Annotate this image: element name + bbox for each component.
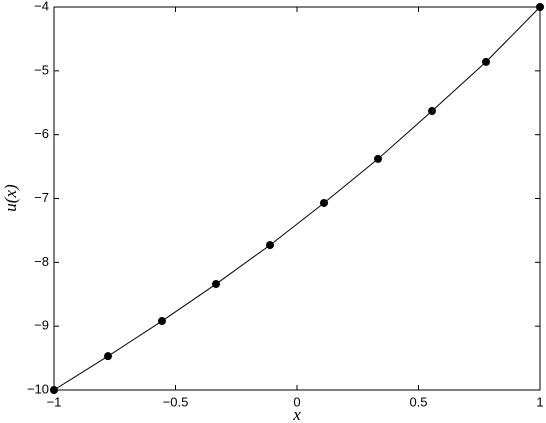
- y-tick-label: −10: [27, 381, 49, 396]
- marker: [266, 241, 275, 250]
- line: [53, 6, 541, 391]
- x-tick-label: 1: [536, 394, 543, 409]
- x-tick-label: 0: [293, 394, 300, 409]
- x-tick-label: −1: [47, 394, 62, 409]
- marker: [319, 198, 328, 207]
- y-tick-label: −5: [34, 62, 49, 77]
- y-tick-label: −4: [34, 0, 49, 13]
- marker: [482, 57, 491, 66]
- plot-frame: [53, 6, 541, 391]
- x-axis-label: x: [292, 405, 301, 423]
- marker: [428, 107, 437, 116]
- marker: [536, 3, 544, 11]
- y-tick-label: −7: [34, 190, 49, 205]
- marker: [50, 386, 58, 394]
- y-tick-label: −6: [34, 126, 49, 141]
- marker: [373, 154, 382, 163]
- x-tick-label: 0.5: [409, 394, 427, 409]
- x-tick-label: −0.5: [163, 394, 189, 409]
- y-axis-label: u(x): [1, 184, 20, 212]
- y-tick-label: −9: [34, 318, 49, 333]
- marker: [103, 352, 112, 361]
- y-tick-label: −8: [34, 254, 49, 269]
- marker: [212, 280, 221, 289]
- marker: [157, 317, 166, 326]
